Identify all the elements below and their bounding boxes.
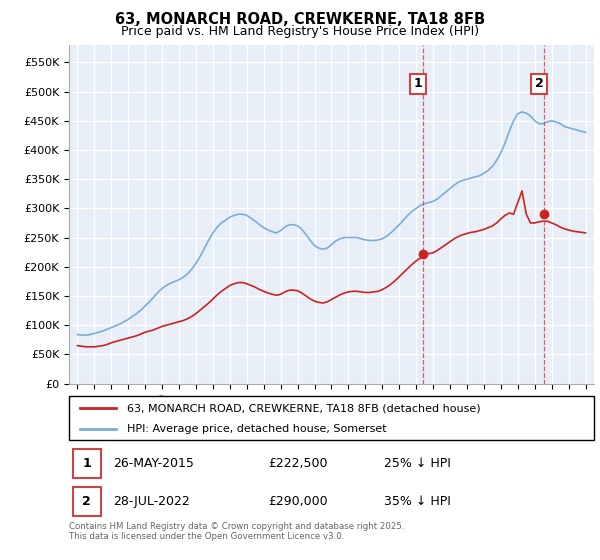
- Text: 2: 2: [82, 495, 91, 508]
- Text: £222,500: £222,500: [269, 457, 328, 470]
- Text: 1: 1: [82, 457, 91, 470]
- Text: £290,000: £290,000: [269, 495, 328, 508]
- Bar: [73, 487, 101, 516]
- Text: 63, MONARCH ROAD, CREWKERNE, TA18 8FB (detached house): 63, MONARCH ROAD, CREWKERNE, TA18 8FB (d…: [127, 403, 481, 413]
- Text: 26-MAY-2015: 26-MAY-2015: [113, 457, 194, 470]
- Text: 2: 2: [535, 77, 544, 90]
- Text: HPI: Average price, detached house, Somerset: HPI: Average price, detached house, Some…: [127, 424, 386, 433]
- Text: Price paid vs. HM Land Registry's House Price Index (HPI): Price paid vs. HM Land Registry's House …: [121, 25, 479, 38]
- Text: 63, MONARCH ROAD, CREWKERNE, TA18 8FB: 63, MONARCH ROAD, CREWKERNE, TA18 8FB: [115, 12, 485, 27]
- Bar: [73, 449, 101, 478]
- Text: 25% ↓ HPI: 25% ↓ HPI: [384, 457, 451, 470]
- Text: 28-JUL-2022: 28-JUL-2022: [113, 495, 190, 508]
- Text: 35% ↓ HPI: 35% ↓ HPI: [384, 495, 451, 508]
- Text: 1: 1: [413, 77, 422, 90]
- Text: Contains HM Land Registry data © Crown copyright and database right 2025.
This d: Contains HM Land Registry data © Crown c…: [69, 522, 404, 542]
